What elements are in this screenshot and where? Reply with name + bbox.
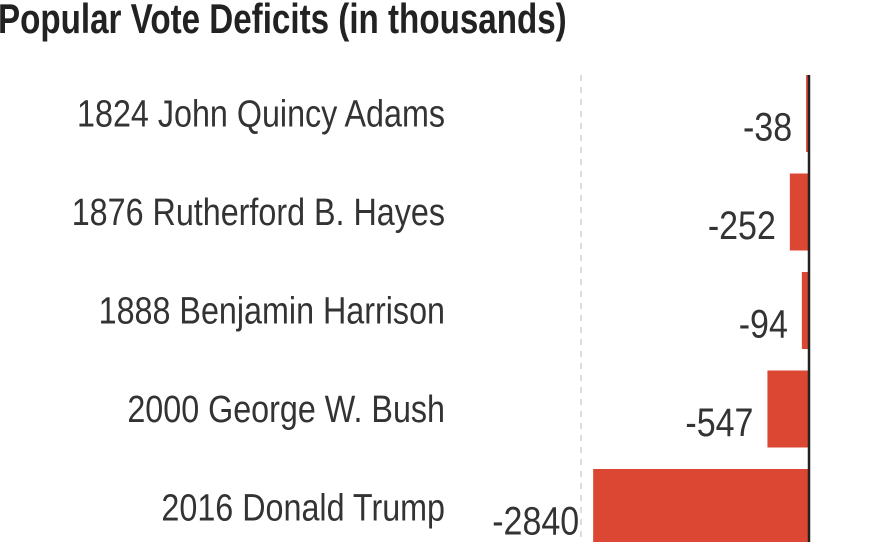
bar [767,370,809,448]
bar [806,75,809,152]
value-label: -94 [739,301,788,346]
bar [801,272,809,349]
category-label: 1888 Benjamin Harrison [99,290,445,332]
bar [593,469,809,542]
category-label: 2016 Donald Trump [161,487,445,529]
value-label: -38 [743,104,792,149]
category-label: 1824 John Quincy Adams [77,93,445,135]
category-label: 1876 Rutherford B. Hayes [72,192,445,234]
category-label: 2000 George W. Bush [127,389,445,431]
bar [789,173,809,251]
value-label: -2840 [492,498,579,542]
chart-title: Popular Vote Deficits (in thousands) [0,0,567,43]
value-label: -547 [685,399,753,444]
value-label: -252 [708,202,776,247]
